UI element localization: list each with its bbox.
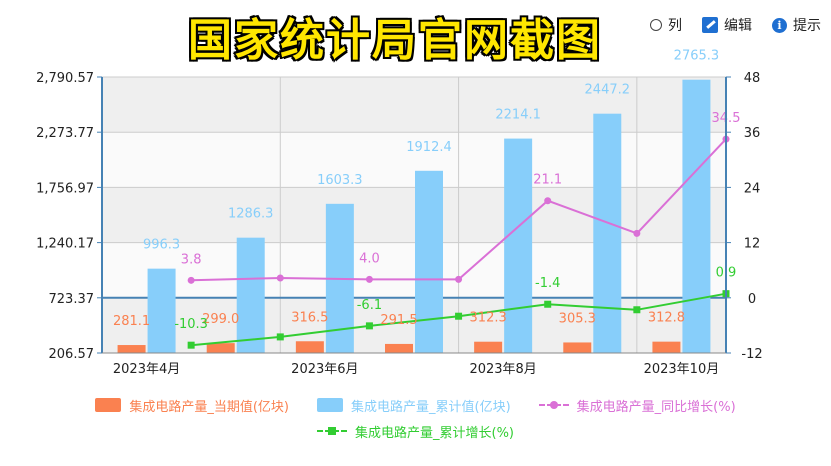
x-tick-label: 2023年4月 (113, 362, 180, 377)
point-cumulative-growth (633, 306, 641, 314)
legend-swatch-bar (317, 398, 343, 412)
data-label-cumulative: 1912.4 (406, 140, 452, 155)
y-left-tick-label: 723.37 (49, 292, 95, 307)
bar-current-value (563, 342, 592, 353)
data-label-cumulative: 2214.1 (495, 108, 541, 123)
legend: 集成电路产量_当期值(亿块) 集成电路产量_累计值(亿块) 集成电路产量_同比增长(… (0, 392, 831, 444)
bar-current-value (117, 345, 146, 353)
point-yoy-growth (187, 276, 195, 284)
banner-title: 国家统计局官网截图 (187, 14, 602, 68)
x-tick-label: 2023年8月 (469, 362, 536, 377)
y-left-tick-label: 1,240.17 (36, 237, 94, 252)
bar-cumulative-value (236, 237, 265, 353)
plot-band (102, 187, 726, 243)
info-icon: i (772, 17, 787, 33)
bar-current-value (474, 341, 503, 353)
data-label-current: 299.0 (202, 312, 239, 327)
y-right-tick-label: 24 (744, 181, 761, 196)
data-label-yoy: 4.0 (359, 251, 380, 266)
legend-swatch-marker (328, 427, 336, 435)
data-label-current: 305.3 (559, 311, 596, 326)
point-yoy-growth (276, 274, 284, 282)
column-label: 列 (668, 18, 682, 34)
bar-current-value (385, 343, 413, 353)
point-yoy-growth (455, 275, 463, 283)
data-label-cumulative: 996.3 (143, 238, 180, 253)
y-left-tick-label: 2,790.57 (36, 71, 94, 86)
radio-icon (650, 19, 662, 31)
data-label-cumulative: 1286.3 (228, 207, 274, 222)
column-toggle[interactable]: 列 (650, 15, 682, 35)
y-left-tick-label: 206.57 (49, 347, 95, 362)
bar-current-value (206, 343, 235, 353)
x-tick-label: 2023年10月 (644, 362, 720, 377)
bar-cumulative-value (682, 79, 711, 353)
data-label-current: 281.1 (113, 314, 150, 329)
legend-label: 集成电路产量_当期值(亿块) (129, 399, 289, 415)
y-left-tick-label: 2,273.77 (36, 126, 94, 141)
point-cumulative-growth (365, 322, 373, 330)
y-right-tick-label: -12 (741, 347, 762, 362)
legend-label: 集成电路产量_同比增长(%) (576, 399, 736, 415)
plot-band (102, 242, 726, 298)
chart-toolbar: 列 编辑 i 提示 (650, 14, 821, 36)
point-yoy-growth (633, 229, 641, 237)
data-label-current: 291.5 (380, 313, 417, 328)
point-cumulative-growth (455, 312, 463, 320)
plot-band (102, 132, 726, 188)
point-cumulative-growth (276, 333, 284, 341)
y-right-tick-label: 48 (744, 71, 761, 86)
bar-cumulative-value (415, 170, 443, 353)
bar-cumulative-value (504, 138, 533, 353)
tips-label: 提示 (793, 18, 821, 34)
data-label-cumulative: 2447.2 (585, 83, 631, 98)
x-tick-label: 2023年6月 (291, 362, 358, 377)
edit-button[interactable]: 编辑 (702, 15, 752, 35)
edit-icon (702, 17, 718, 33)
bar-current-value (652, 341, 681, 353)
point-cumulative-growth (544, 300, 552, 308)
data-label-current: 316.5 (291, 310, 328, 325)
point-yoy-growth (544, 197, 552, 205)
y-right-tick-label: 36 (744, 126, 761, 141)
data-label-current: 312.8 (648, 311, 685, 326)
bar-cumulative-value (147, 268, 176, 353)
legend-swatch-line (317, 424, 347, 438)
data-label-cumulative-growth: -1.4 (535, 276, 560, 291)
legend-swatch-marker (549, 401, 558, 409)
data-label-cumulative: 2765.3 (674, 49, 720, 64)
legend-label: 集成电路产量_累计增长(%) (355, 425, 514, 441)
data-label-current: 312.3 (470, 311, 507, 326)
y-right-tick-label: 0 (748, 292, 756, 307)
legend-item[interactable]: 集成电路产量_同比增长(%) (538, 396, 736, 415)
point-yoy-growth (365, 275, 373, 283)
y-left-tick-label: 1,756.97 (36, 181, 94, 196)
bar-current-value (295, 341, 324, 353)
bar-cumulative-value (593, 113, 622, 353)
data-label-cumulative-growth: -6.1 (357, 298, 382, 313)
legend-item[interactable]: 集成电路产量_累计增长(%) (317, 422, 514, 441)
y-right-tick-label: 12 (744, 237, 761, 252)
data-label-cumulative-growth: -10.3 (174, 317, 208, 332)
data-label-cumulative: 1603.3 (317, 173, 363, 188)
tips-button[interactable]: i 提示 (772, 15, 821, 35)
data-label-yoy: 3.8 (181, 252, 202, 267)
chart-canvas: 281.1 996.3 299.0 1286.3 316.5 1603.3 291.5 191… (36, 49, 763, 377)
data-label-yoy: 21.1 (533, 173, 562, 188)
legend-swatch-line (538, 398, 569, 412)
point-cumulative-growth (187, 341, 195, 349)
legend-item[interactable]: 集成电路产量_当期值(亿块) (95, 396, 289, 415)
legend-label: 集成电路产量_累计值(亿块) (351, 399, 511, 415)
legend-item[interactable]: 集成电路产量_累计值(亿块) (317, 396, 511, 415)
plot-band (102, 77, 726, 133)
edit-label: 编辑 (724, 18, 752, 34)
legend-swatch-bar (95, 398, 122, 412)
